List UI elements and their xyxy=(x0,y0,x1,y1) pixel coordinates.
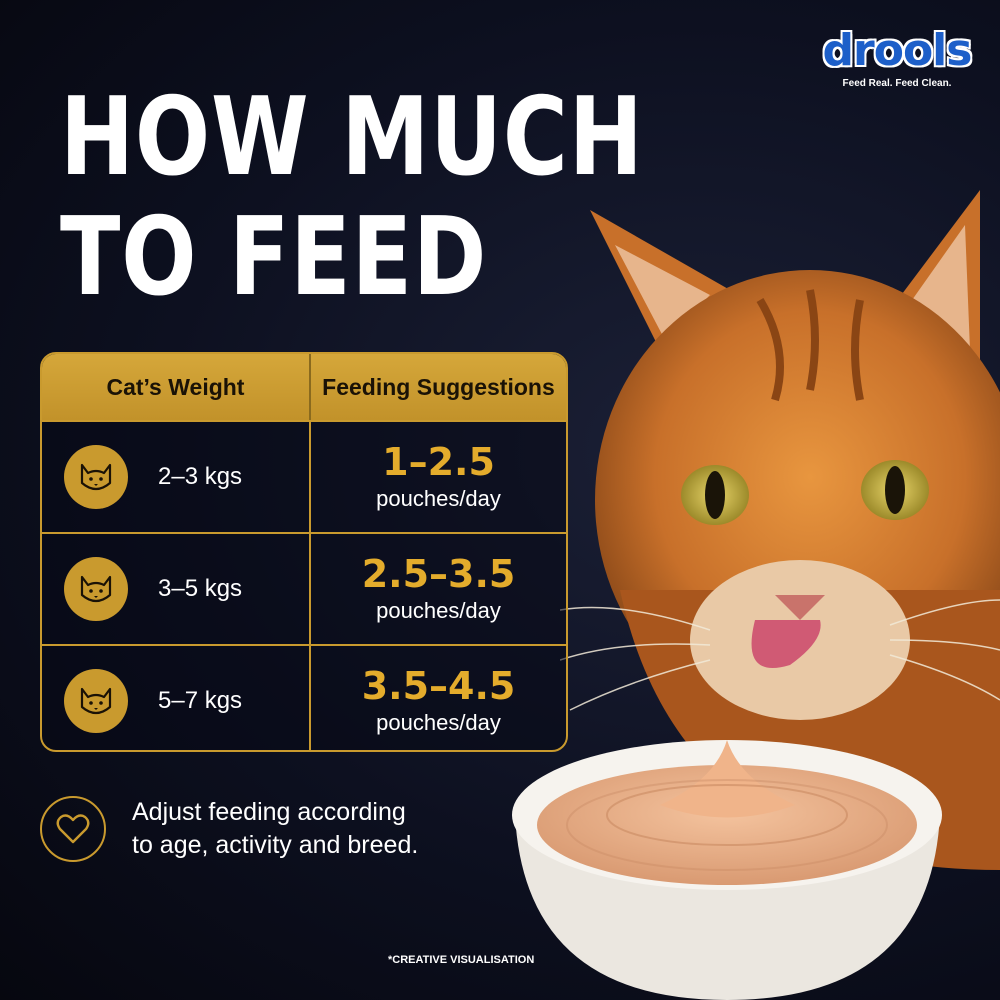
cat-face-icon xyxy=(64,557,128,621)
cat-face-icon xyxy=(64,669,128,733)
feeding-cell: 2.5–3.5 pouches/day xyxy=(309,534,566,644)
pouch-amount: 3.5–4.5 xyxy=(361,664,516,708)
pouch-unit: pouches/day xyxy=(376,598,501,623)
brand-name: drools xyxy=(821,25,974,76)
weight-cell: 3–5 kgs xyxy=(42,534,309,644)
disclaimer: *CREATIVE VISUALISATION xyxy=(388,954,535,966)
header-feeding-suggestions: Feeding Suggestions xyxy=(308,354,566,420)
weight-cell: 5–7 kgs xyxy=(42,646,309,750)
feeding-table: Cat’s Weight Feeding Suggestions 2–3 kgs… xyxy=(40,352,568,752)
title-line-1: HOW MUCH xyxy=(60,75,644,200)
note-text: Adjust feeding according to age, activit… xyxy=(132,796,418,862)
heart-icon xyxy=(40,796,106,862)
weight-value: 5–7 kgs xyxy=(158,687,243,714)
header-cat-weight: Cat’s Weight xyxy=(106,373,245,400)
cat-face-icon xyxy=(64,445,128,509)
feeding-cell: 3.5–4.5 pouches/day xyxy=(309,646,566,750)
table-header: Cat’s Weight Feeding Suggestions xyxy=(42,354,566,420)
feeding-note: Adjust feeding according to age, activit… xyxy=(40,796,418,862)
brand-tagline: Feed Real. Feed Clean. xyxy=(842,78,952,89)
pouch-amount: 2.5–3.5 xyxy=(361,552,516,596)
table-row: 3–5 kgs 2.5–3.5 pouches/day xyxy=(42,532,566,644)
weight-value: 2–3 kgs xyxy=(158,463,243,490)
table-row: 5–7 kgs 3.5–4.5 pouches/day xyxy=(42,644,566,750)
brand-logo: drools Feed Real. Feed Clean. xyxy=(821,25,974,89)
note-line-2: to age, activity and breed. xyxy=(132,831,419,859)
pouch-unit: pouches/day xyxy=(376,486,501,511)
note-line-1: Adjust feeding according xyxy=(132,798,406,826)
title-line-2: TO FEED xyxy=(60,195,488,320)
weight-value: 3–5 kgs xyxy=(158,575,243,602)
food-bowl-illustration xyxy=(512,740,942,1000)
feeding-cell: 1–2.5 pouches/day xyxy=(309,422,566,532)
weight-cell: 2–3 kgs xyxy=(42,422,309,532)
pouch-unit: pouches/day xyxy=(376,710,501,735)
cat-illustration xyxy=(560,190,1000,870)
pouch-amount: 1–2.5 xyxy=(382,440,495,484)
page-title: HOW MUCH TO FEED xyxy=(60,78,644,318)
table-row: 2–3 kgs 1–2.5 pouches/day xyxy=(42,420,566,532)
